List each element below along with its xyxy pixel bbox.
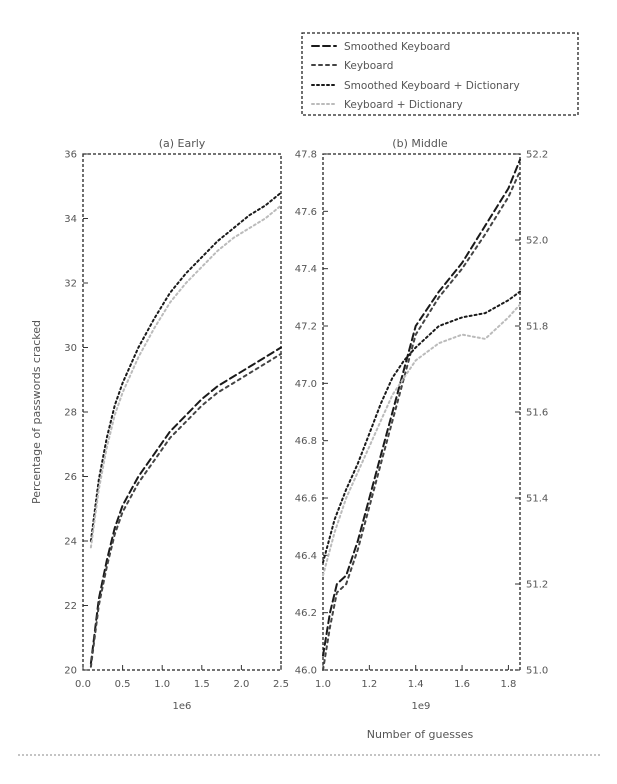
panel-a-y-tick-label: 26 — [64, 472, 77, 483]
panel-a-x-tick-label: 1.0 — [154, 679, 170, 690]
legend-label-3: Keyboard + Dictionary — [344, 99, 463, 111]
panel-b-left-y-tick-label: 47.2 — [295, 322, 317, 333]
panel-b-x-tick-label: 1.6 — [454, 679, 470, 690]
legend-label-0: Smoothed Keyboard — [344, 41, 450, 53]
panel-b-left-y-tick-label: 47.6 — [295, 207, 317, 218]
panel-b-left-y-tick-label: 47.4 — [295, 264, 317, 275]
panel-a-series-keyboard-dictionary — [89, 204, 282, 549]
panel-b-x-scale-label: 1e9 — [412, 701, 431, 712]
panel-a-series-keyboard — [89, 352, 282, 668]
panel-b-right-y-tick-label: 52.0 — [526, 236, 548, 247]
panel-b-left-y-tick-label: 46.6 — [295, 494, 317, 505]
panel-b-series-keyboard-dictionary — [322, 303, 521, 577]
panel-b-right-y-tick-label: 52.2 — [526, 150, 548, 161]
panel-a-y-tick-label: 34 — [64, 214, 77, 225]
legend: Smoothed Keyboard Keyboard Smoothed Keyb… — [301, 32, 579, 116]
panel-b-x-tick-label: 1.2 — [361, 679, 377, 690]
panel-b-title: (b) Middle — [392, 137, 448, 150]
panel-b-series-keyboard — [322, 170, 521, 671]
panel-b-left-y-tick-label: 46.4 — [295, 551, 317, 562]
panel-b-series-smoothed-keyboard-dictionary — [322, 290, 521, 564]
panel-b-x-tick-label: 1.8 — [500, 679, 516, 690]
panel-a-title: (a) Early — [159, 137, 206, 150]
panel-a-y-tick-label: 22 — [64, 601, 77, 612]
panel-b-left-y-tick-label: 47.0 — [295, 379, 317, 390]
y-axis-label: Percentage of passwords cracked — [30, 320, 43, 504]
panel-a-x-tick-label: 0.5 — [115, 679, 131, 690]
panel-b-left-y-tick-label: 47.8 — [295, 150, 317, 161]
panel-b-left-y-tick-label: 46.2 — [295, 608, 317, 619]
panel-a-y-tick-label: 24 — [64, 537, 77, 548]
panel-a-y-tick-label: 32 — [64, 279, 77, 290]
legend-label-1: Keyboard — [344, 60, 393, 72]
panel-a-y-tick-label: 36 — [64, 150, 77, 161]
legend-label-2: Smoothed Keyboard + Dictionary — [344, 80, 520, 92]
panel-a-y-tick-label: 30 — [64, 343, 77, 354]
panel-a-y-tick-label: 20 — [64, 666, 77, 677]
panel-b-left-y-tick-label: 46.0 — [295, 666, 317, 677]
panel-b-right-y-tick-label: 51.4 — [526, 494, 548, 505]
legend-frame — [301, 32, 579, 116]
panel-a-series-smoothed-keyboard-dictionary — [89, 191, 282, 542]
panel-b-x-tick-label: 1.0 — [315, 679, 331, 690]
panel-b-right-y-tick-label: 51.0 — [526, 666, 548, 677]
panel-b-right-y-tick-label: 51.2 — [526, 580, 548, 591]
panel-b-left-y-tick-label: 46.8 — [295, 436, 317, 447]
x-axis-label: Number of guesses — [367, 728, 474, 741]
panel-a: (a) Early Percentage of passwords cracke… — [30, 137, 289, 712]
panel-a-x-tick-label: 2.0 — [233, 679, 249, 690]
panel-a-x-tick-label: 0.0 — [75, 679, 91, 690]
panel-b-right-y-tick-label: 51.8 — [526, 322, 548, 333]
panel-b-x-tick-label: 1.4 — [408, 679, 424, 690]
panel-b-series-smoothed-keyboard — [322, 158, 521, 657]
panel-a-series-smoothed-keyboard — [89, 346, 282, 665]
panel-b-frame — [322, 153, 521, 671]
panel-a-y-tick-label: 28 — [64, 408, 77, 419]
panel-b: (b) Middle 1e9 Number of guesses 46.0 46.… — [295, 137, 549, 741]
panel-b-right-y-tick-label: 51.6 — [526, 408, 548, 419]
panel-a-x-tick-label: 2.5 — [273, 679, 289, 690]
panel-a-x-scale-label: 1e6 — [173, 701, 192, 712]
panel-a-x-tick-label: 1.5 — [194, 679, 210, 690]
